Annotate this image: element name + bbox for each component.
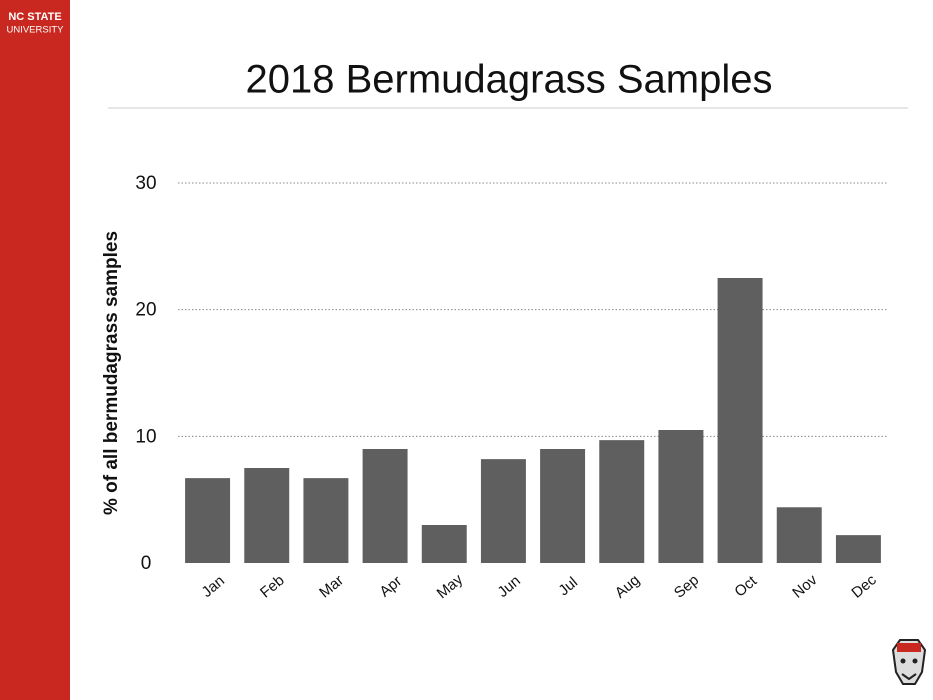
sidebar <box>0 0 70 700</box>
y-tick-label: 20 <box>135 300 156 321</box>
bar <box>835 535 881 563</box>
x-tick-label: Feb <box>257 572 288 602</box>
bar <box>185 478 231 563</box>
x-tick-label: Jul <box>555 574 581 599</box>
x-tick-label: Oct <box>731 572 760 601</box>
bar <box>362 449 408 563</box>
y-axis-label: % of all bermudagrass samples <box>101 231 122 515</box>
x-tick-label: Jun <box>494 572 523 601</box>
y-tick-label: 10 <box>135 426 156 447</box>
bar <box>658 430 704 563</box>
bar <box>540 449 586 563</box>
bar <box>599 440 645 563</box>
x-tick-label: Nov <box>789 571 821 601</box>
x-tick-label: Dec <box>848 571 880 601</box>
x-tick-label: Sep <box>671 571 702 601</box>
bar <box>717 278 763 563</box>
x-tick-label: Mar <box>316 572 347 602</box>
x-tick-label: Jan <box>199 572 228 601</box>
mascot-logo <box>891 639 927 685</box>
bar <box>421 525 467 563</box>
y-tick-label: 30 <box>135 173 156 194</box>
bar <box>480 459 526 563</box>
chart-title: 2018 Bermudagrass Samples <box>246 58 773 102</box>
x-tick-label: Apr <box>376 573 405 601</box>
brand-subname: UNIVERSITY <box>6 25 64 36</box>
x-tick-label: Aug <box>612 571 643 601</box>
x-tick-label: May <box>434 571 467 603</box>
bar <box>244 468 290 563</box>
bar <box>776 507 822 563</box>
bar <box>303 478 349 563</box>
brand-name: NC STATE <box>8 11 61 23</box>
y-tick-label: 0 <box>141 553 152 574</box>
